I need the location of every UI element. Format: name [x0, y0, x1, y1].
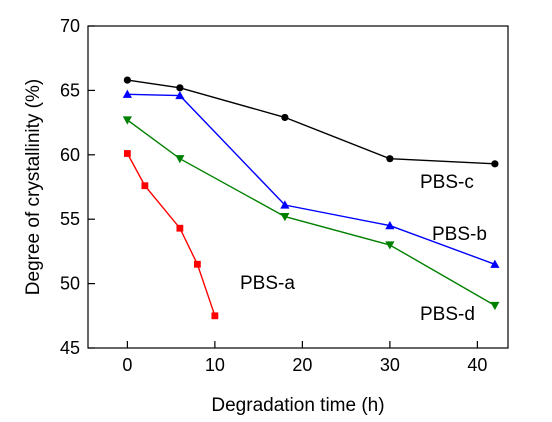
x-tick-label: 40	[467, 355, 487, 375]
y-tick-label: 50	[60, 274, 80, 294]
series-label-pbs-b: PBS-b	[432, 224, 487, 245]
y-tick-label: 55	[60, 209, 80, 229]
data-point-pbs-c	[281, 113, 289, 122]
data-point-pbs-d	[385, 241, 395, 250]
data-point-pbs-a	[141, 182, 149, 190]
data-point-pbs-d	[490, 301, 500, 311]
data-point-pbs-c	[123, 76, 131, 84]
series-pbs-a: PBS-a	[123, 150, 295, 320]
data-point-pbs-c	[176, 84, 184, 92]
x-tick-label: 30	[380, 355, 400, 375]
series-line-pbs-c	[127, 79, 495, 165]
series-pbs-c: PBS-c	[123, 76, 499, 193]
plot-frame	[87, 25, 509, 349]
data-point-pbs-c	[386, 155, 394, 163]
data-point-pbs-b	[122, 89, 132, 98]
series-label-pbs-d: PBS-d	[420, 304, 475, 325]
y-tick-label: 45	[60, 338, 80, 358]
data-point-pbs-d	[280, 213, 290, 222]
y-tick-label: 70	[60, 16, 80, 36]
series-layer: PBS-c PBS-b PBS-d PBS-a	[122, 76, 500, 325]
data-point-pbs-d	[122, 116, 132, 125]
y-tick-label: 60	[60, 145, 80, 165]
series-pbs-d: PBS-d	[122, 116, 500, 325]
x-tick-label: 0	[122, 355, 132, 375]
x-axis-ticks: 0 10 20 30 40	[122, 341, 487, 375]
data-point-pbs-a	[193, 260, 201, 268]
data-point-pbs-a	[211, 312, 219, 320]
series-label-pbs-a: PBS-a	[240, 273, 295, 294]
y-axis-ticks: 45 50 55 60 65 70	[60, 16, 95, 358]
series-line-pbs-d	[126, 119, 496, 307]
series-pbs-b: PBS-b	[122, 89, 500, 268]
data-point-pbs-c	[491, 160, 499, 168]
y-tick-label: 65	[60, 80, 80, 100]
data-point-pbs-b	[280, 200, 290, 209]
y-axis-title: Degree of crystallinity (%)	[23, 79, 44, 295]
data-point-pbs-b	[490, 259, 500, 268]
series-label-pbs-c: PBS-c	[420, 172, 474, 193]
series-line-pbs-a	[126, 153, 216, 317]
x-tick-label: 20	[292, 355, 312, 375]
data-point-pbs-b	[385, 221, 395, 230]
data-point-pbs-d	[175, 155, 185, 164]
data-point-pbs-a	[123, 150, 131, 157]
data-point-pbs-a	[176, 224, 184, 232]
data-point-pbs-b	[175, 90, 185, 100]
x-axis-title: Degradation time (h)	[211, 395, 384, 416]
x-tick-label: 10	[205, 355, 225, 375]
